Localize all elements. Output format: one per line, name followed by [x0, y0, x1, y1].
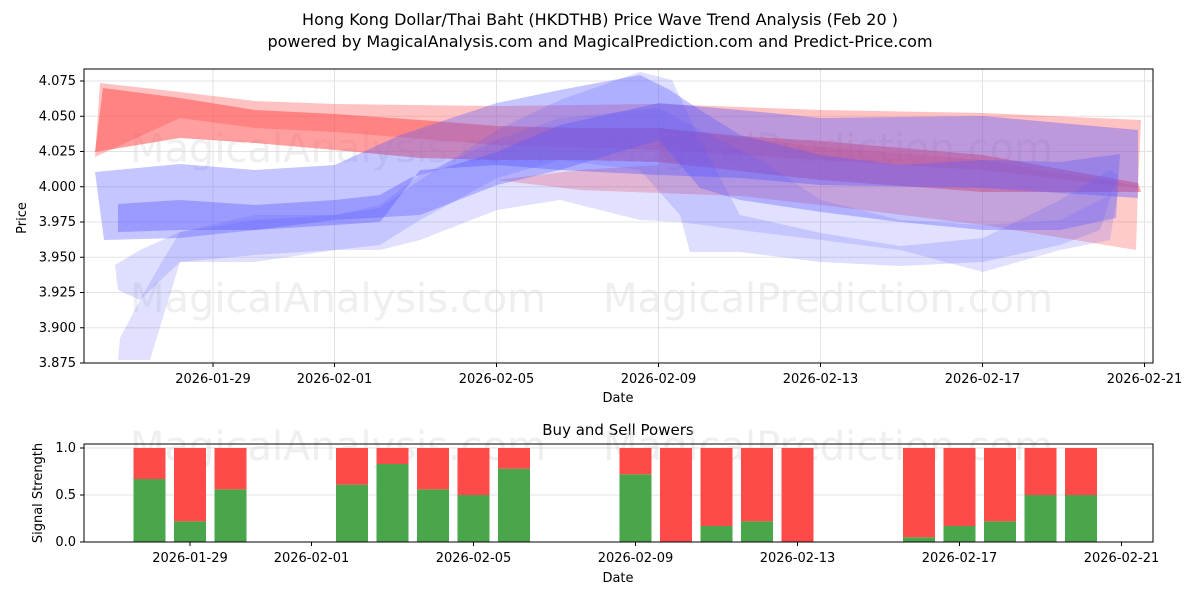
price-x-label: Date [602, 391, 633, 406]
sell-bar [498, 448, 530, 469]
sell-bar [133, 448, 166, 480]
x-tick-label: 2026-02-21 [1107, 372, 1183, 387]
x-tick-label: 2026-02-09 [598, 551, 674, 566]
watermark-4: MagicalPrediction.com [603, 276, 1053, 322]
y-tick-label: 3.925 [39, 286, 76, 301]
sell-bar [984, 448, 1016, 522]
chart-subtitle: powered by MagicalAnalysis.com and Magic… [267, 32, 933, 51]
buy-bar [457, 495, 490, 542]
buy-bar [903, 537, 935, 542]
buy-bar [133, 479, 166, 542]
buy-bar [336, 484, 368, 542]
sell-bar [741, 448, 773, 522]
signal-bars [133, 448, 1097, 542]
buy-bar [417, 489, 449, 542]
sell-bar [700, 448, 733, 527]
sell-bar [417, 448, 449, 490]
sell-bar [903, 448, 935, 538]
sell-bar [376, 448, 409, 464]
price-x-ticks: 2026-01-29 2026-02-01 2026-02-05 2026-02-09… [175, 363, 1182, 387]
price-plot: MagicalAnalysis.com MagicalPrediction.co… [15, 68, 1182, 406]
y-tick-label: 4.075 [39, 74, 76, 89]
signal-plot: Buy and Sell Powers MagicalAnalysis.com … [31, 421, 1159, 586]
x-tick-label: 2026-02-01 [274, 551, 350, 566]
signal-x-label: Date [602, 571, 633, 586]
y-tick-label: 4.050 [39, 109, 76, 124]
price-y-ticks: 3.875 3.900 3.925 3.950 3.975 4.000 4.025 4.050… [39, 74, 84, 371]
y-tick-label: 3.900 [39, 321, 76, 336]
sell-bar [943, 448, 976, 527]
buy-bar [943, 526, 976, 542]
signal-y-label: Signal Strength [31, 443, 46, 543]
y-tick-label: 0.0 [55, 535, 76, 550]
y-tick-label: 3.875 [39, 356, 76, 371]
red-wave-bands [95, 83, 1141, 250]
signal-plot-frame [83, 443, 1154, 543]
y-tick-label: 0.5 [55, 488, 76, 503]
sell-bar [336, 448, 368, 485]
x-tick-label: 2026-02-13 [760, 551, 836, 566]
buy-bar [1024, 495, 1057, 542]
sell-bar [660, 448, 692, 542]
sell-bar [457, 448, 490, 495]
buy-bar [498, 468, 530, 542]
x-tick-label: 2026-02-01 [297, 372, 373, 387]
buy-bar [741, 521, 773, 542]
signal-x-ticks: 2026-01-29 2026-02-01 2026-02-05 2026-02-09… [152, 542, 1159, 566]
buy-bar [700, 526, 733, 542]
y-tick-label: 4.025 [39, 145, 76, 160]
y-tick-label: 3.975 [39, 215, 76, 230]
sell-bar [174, 448, 206, 522]
price-plot-frame [83, 68, 1154, 364]
x-tick-label: 2026-02-05 [459, 372, 535, 387]
buy-bar [376, 463, 409, 542]
buy-bar [619, 474, 652, 542]
buy-bar [1065, 495, 1097, 542]
y-tick-label: 3.950 [39, 250, 76, 265]
x-tick-label: 2026-02-17 [945, 372, 1021, 387]
buy-bar [984, 521, 1016, 542]
signal-plot-title: Buy and Sell Powers [542, 421, 694, 439]
x-tick-label: 2026-02-17 [922, 551, 998, 566]
sell-bar [1024, 448, 1057, 495]
signal-y-ticks: 0.0 0.5 1.0 [55, 441, 84, 550]
x-tick-label: 2026-01-29 [152, 551, 228, 566]
sell-bar [214, 448, 247, 490]
sell-bar [781, 448, 814, 542]
y-tick-label: 1.0 [55, 441, 76, 456]
buy-bar [174, 521, 206, 542]
blue-wave-bands [95, 72, 1138, 360]
price-y-label: Price [15, 202, 30, 234]
chart-title: Hong Kong Dollar/Thai Baht (HKDTHB) Pric… [302, 10, 898, 29]
buy-bar [214, 489, 247, 542]
x-tick-label: 2026-02-21 [1084, 551, 1160, 566]
watermark-3: MagicalAnalysis.com [130, 276, 546, 322]
x-tick-label: 2026-02-05 [436, 551, 512, 566]
sell-bar [619, 448, 652, 475]
x-tick-label: 2026-02-09 [621, 372, 697, 387]
y-tick-label: 4.000 [39, 180, 76, 195]
x-tick-label: 2026-01-29 [175, 372, 251, 387]
sell-bar [1065, 448, 1097, 495]
x-tick-label: 2026-02-13 [783, 372, 859, 387]
